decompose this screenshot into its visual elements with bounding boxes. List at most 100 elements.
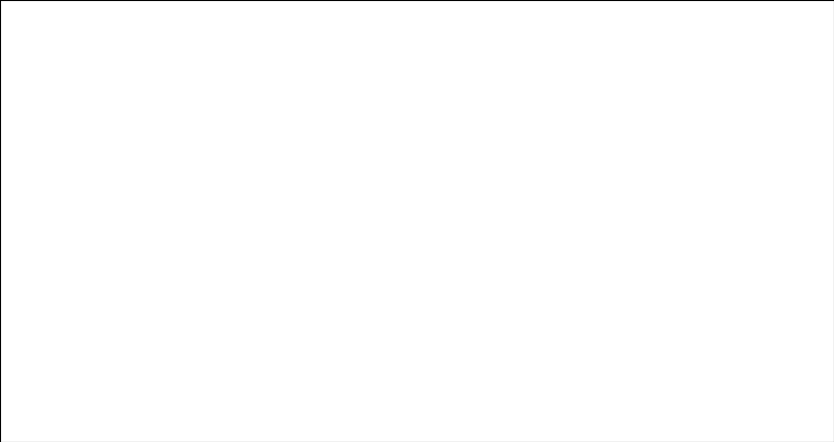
Ellipse shape: [365, 300, 375, 303]
Ellipse shape: [203, 335, 207, 338]
Ellipse shape: [371, 366, 374, 369]
Ellipse shape: [480, 247, 484, 249]
Ellipse shape: [414, 211, 416, 214]
Ellipse shape: [153, 216, 157, 218]
Ellipse shape: [505, 371, 509, 373]
Ellipse shape: [439, 340, 441, 343]
Ellipse shape: [422, 247, 425, 249]
Ellipse shape: [203, 344, 207, 347]
Ellipse shape: [195, 260, 198, 263]
Ellipse shape: [162, 170, 165, 173]
Ellipse shape: [229, 353, 232, 356]
Ellipse shape: [505, 220, 509, 223]
Ellipse shape: [414, 247, 416, 249]
Ellipse shape: [229, 139, 232, 142]
Ellipse shape: [354, 255, 358, 258]
Ellipse shape: [203, 126, 207, 129]
Ellipse shape: [232, 191, 241, 196]
Ellipse shape: [430, 313, 433, 316]
Ellipse shape: [288, 179, 291, 182]
Ellipse shape: [145, 229, 148, 232]
Ellipse shape: [271, 349, 274, 351]
Ellipse shape: [187, 353, 190, 356]
Ellipse shape: [187, 251, 190, 254]
Ellipse shape: [213, 225, 215, 227]
Ellipse shape: [162, 247, 165, 249]
Ellipse shape: [163, 281, 169, 288]
Ellipse shape: [128, 335, 131, 338]
Ellipse shape: [229, 278, 232, 280]
Ellipse shape: [440, 198, 447, 204]
Ellipse shape: [238, 238, 240, 240]
Ellipse shape: [407, 178, 417, 182]
Ellipse shape: [271, 358, 274, 360]
Ellipse shape: [263, 353, 266, 356]
Ellipse shape: [137, 165, 140, 168]
Ellipse shape: [221, 156, 224, 160]
Ellipse shape: [213, 126, 215, 129]
Ellipse shape: [288, 375, 291, 378]
Ellipse shape: [505, 313, 509, 316]
Ellipse shape: [455, 175, 459, 177]
Ellipse shape: [371, 251, 374, 254]
Ellipse shape: [447, 353, 450, 356]
Ellipse shape: [187, 175, 190, 177]
Ellipse shape: [145, 371, 148, 373]
Ellipse shape: [396, 269, 399, 271]
Ellipse shape: [238, 108, 240, 111]
Ellipse shape: [170, 175, 173, 177]
Ellipse shape: [414, 349, 416, 351]
Ellipse shape: [414, 380, 416, 382]
Ellipse shape: [422, 139, 425, 142]
Ellipse shape: [480, 380, 484, 382]
Ellipse shape: [145, 278, 148, 280]
Ellipse shape: [238, 255, 240, 258]
Ellipse shape: [128, 349, 131, 351]
Ellipse shape: [254, 165, 258, 168]
Ellipse shape: [489, 229, 492, 232]
Ellipse shape: [391, 304, 404, 307]
Ellipse shape: [279, 309, 283, 312]
Ellipse shape: [455, 353, 459, 356]
Ellipse shape: [221, 358, 224, 360]
Ellipse shape: [363, 211, 366, 214]
Ellipse shape: [497, 366, 500, 369]
Ellipse shape: [120, 179, 123, 182]
Ellipse shape: [396, 251, 399, 254]
Ellipse shape: [414, 139, 416, 142]
Ellipse shape: [472, 371, 475, 373]
Ellipse shape: [371, 161, 374, 164]
Ellipse shape: [455, 340, 459, 343]
Ellipse shape: [414, 335, 416, 338]
Ellipse shape: [480, 207, 484, 210]
Ellipse shape: [404, 242, 408, 245]
Ellipse shape: [229, 161, 232, 164]
Ellipse shape: [439, 260, 441, 263]
Ellipse shape: [170, 278, 173, 280]
Ellipse shape: [178, 152, 182, 155]
Ellipse shape: [371, 255, 374, 258]
Ellipse shape: [414, 207, 416, 210]
Ellipse shape: [489, 358, 492, 360]
Ellipse shape: [238, 242, 240, 245]
Ellipse shape: [120, 371, 123, 373]
Ellipse shape: [497, 340, 500, 343]
Ellipse shape: [203, 251, 207, 254]
Ellipse shape: [162, 139, 165, 142]
Text: Reaction layer: Reaction layer: [384, 88, 480, 101]
Ellipse shape: [472, 134, 475, 137]
Ellipse shape: [396, 220, 399, 223]
Ellipse shape: [246, 238, 249, 240]
Ellipse shape: [170, 238, 173, 240]
Ellipse shape: [404, 175, 408, 177]
Ellipse shape: [363, 362, 366, 365]
Ellipse shape: [178, 255, 182, 258]
Ellipse shape: [430, 156, 433, 160]
Ellipse shape: [229, 371, 232, 373]
Ellipse shape: [162, 130, 165, 133]
Ellipse shape: [404, 380, 408, 382]
Ellipse shape: [379, 130, 383, 133]
Ellipse shape: [279, 139, 283, 142]
Ellipse shape: [388, 112, 391, 115]
Bar: [344, 80, 521, 109]
